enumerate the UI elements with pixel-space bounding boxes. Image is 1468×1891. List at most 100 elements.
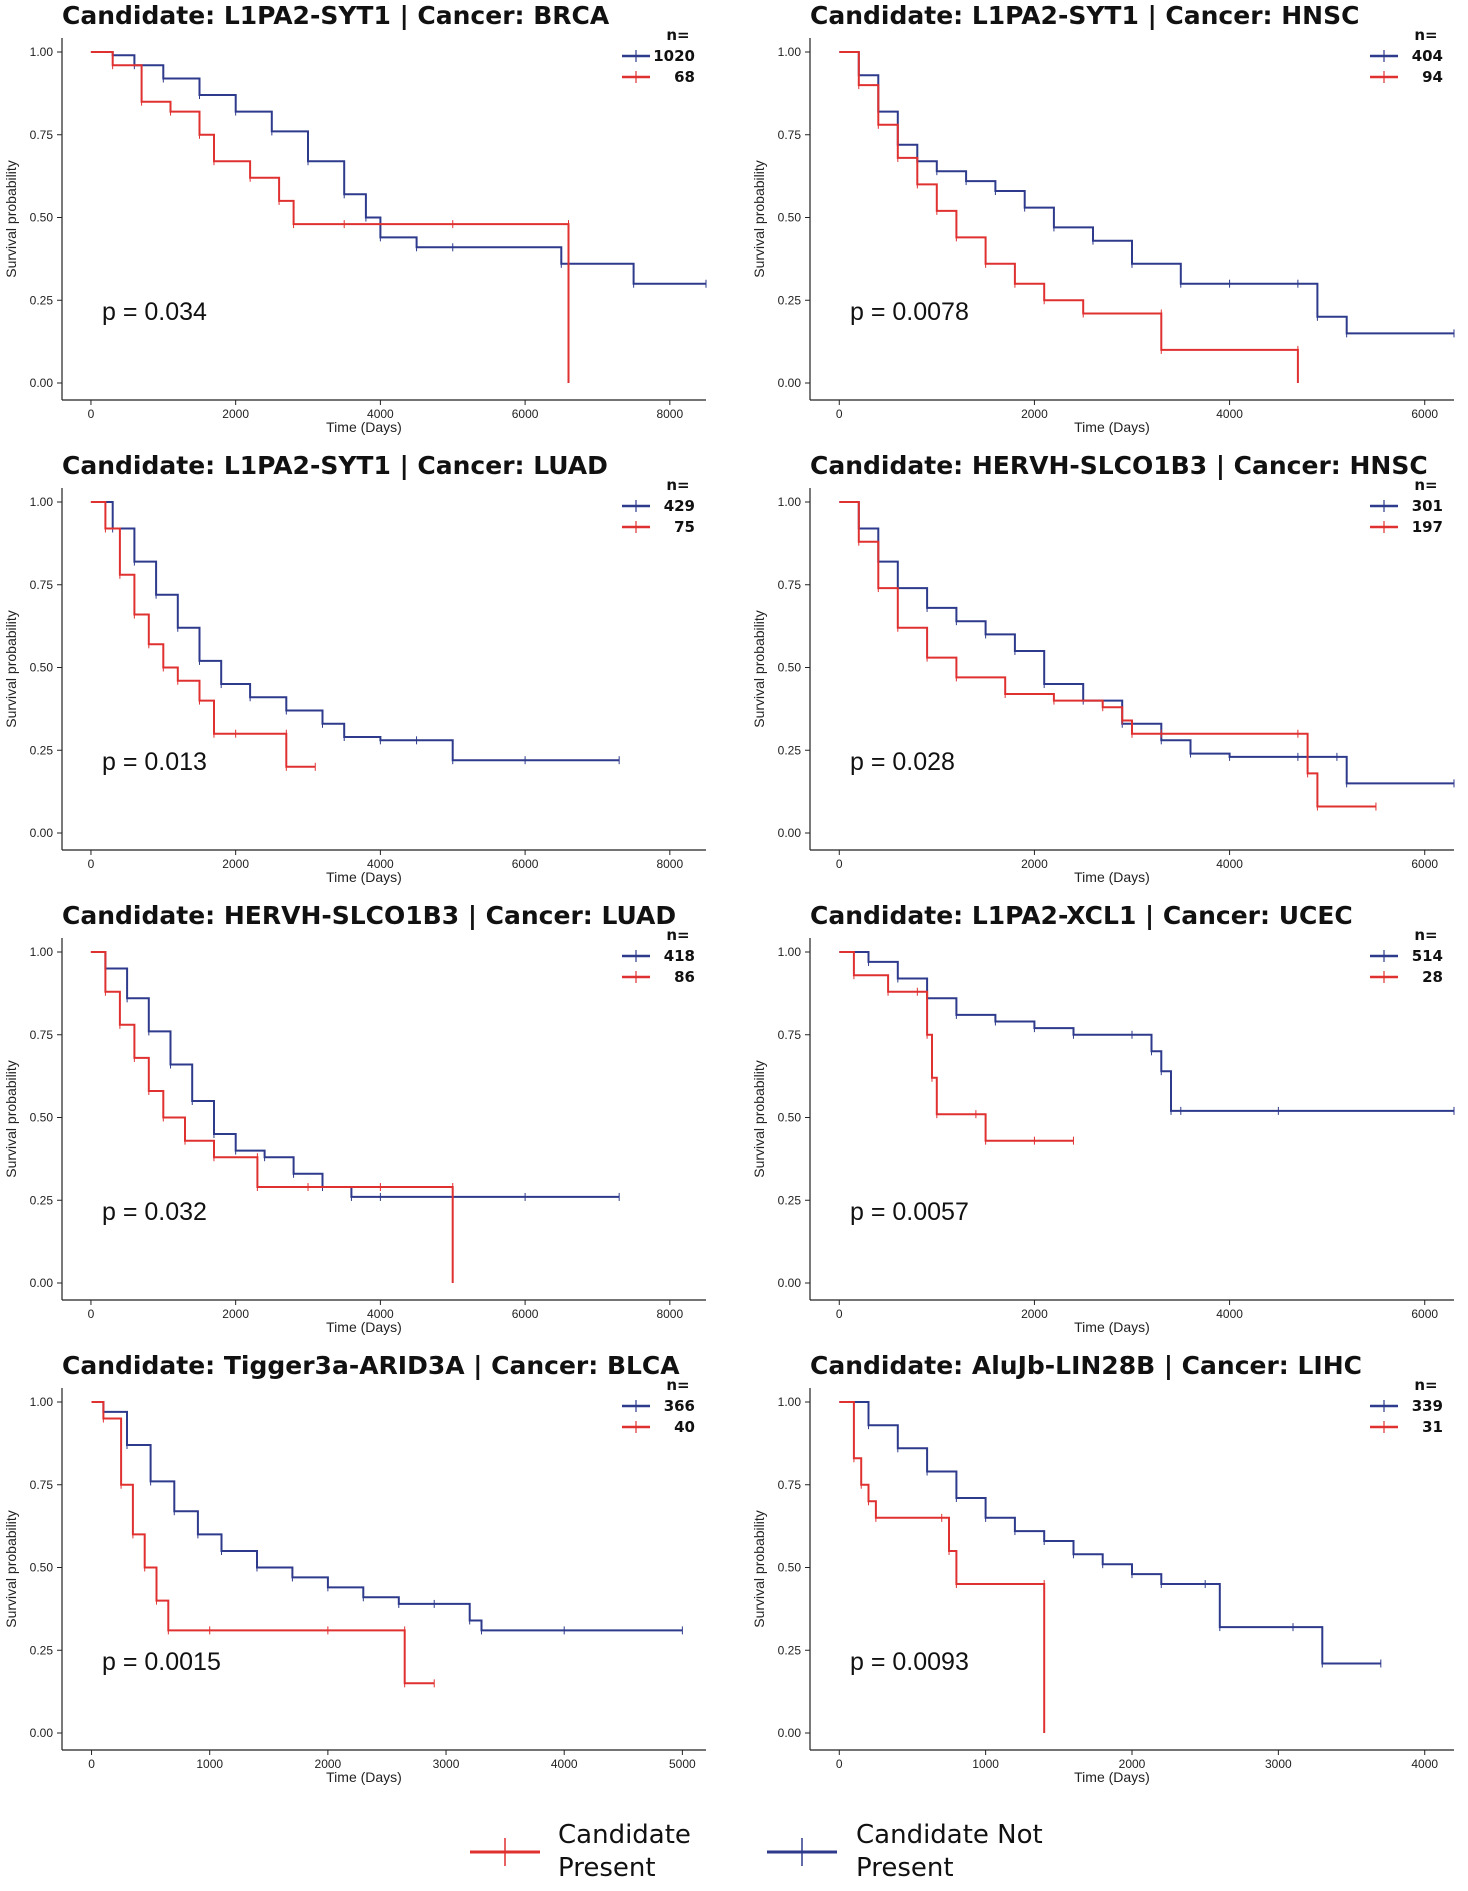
y-tick-label: 0.75 — [778, 1028, 802, 1042]
x-tick-label: 0 — [88, 407, 95, 421]
x-tick-label: 2000 — [222, 1307, 249, 1321]
y-tick-label: 0.50 — [778, 1561, 802, 1575]
y-tick-label: 0.25 — [778, 743, 802, 757]
km-curve-candidate-present — [90, 951, 454, 1283]
y-tick-label: 0.50 — [30, 211, 54, 225]
p-value: p = 0.0093 — [850, 1648, 969, 1676]
x-tick-label: 2000 — [1021, 857, 1048, 871]
y-tick-label: 0.50 — [30, 1111, 54, 1125]
y-tick-label: 0.50 — [30, 1561, 54, 1575]
x-axis-label: Time (Days) — [1074, 1769, 1150, 1785]
km-curve-candidate-present — [91, 1401, 435, 1685]
x-tick-label: 0 — [836, 1307, 843, 1321]
legend-n-header: n= — [666, 926, 689, 944]
legend-n-value: 429 — [664, 497, 695, 515]
legend-not-present-label-2: Present — [856, 1853, 954, 1883]
legend-n-value: 68 — [674, 68, 695, 86]
km-panel-4: Candidate: HERVH-SLCO1B3 | Cancer: HNSC 0… — [751, 451, 1455, 885]
x-axis-label: Time (Days) — [1074, 419, 1150, 435]
y-tick-label: 0.50 — [30, 661, 54, 675]
x-tick-label: 4000 — [367, 407, 394, 421]
legend-n-value: 28 — [1422, 968, 1443, 986]
y-tick-label: 0.25 — [778, 1193, 802, 1207]
x-axis-label: Time (Days) — [326, 419, 402, 435]
y-tick-label: 0.75 — [778, 128, 802, 142]
y-tick-label: 1.00 — [778, 495, 802, 509]
y-axis-label: Survival probability — [3, 610, 19, 728]
p-value: p = 0.0015 — [102, 1648, 221, 1676]
legend-n-value: 86 — [674, 968, 695, 986]
legend-n-header: n= — [1414, 926, 1437, 944]
x-tick-label: 0 — [88, 1307, 95, 1321]
p-value: p = 0.028 — [850, 748, 955, 776]
y-tick-label: 1.00 — [778, 945, 802, 959]
legend-n-value: 404 — [1412, 47, 1443, 65]
km-curve-candidate-not-present — [839, 51, 1454, 335]
x-tick-label: 6000 — [1411, 857, 1438, 871]
x-tick-label: 6000 — [512, 1307, 539, 1321]
y-tick-label: 1.00 — [30, 495, 54, 509]
y-tick-label: 0.25 — [30, 743, 54, 757]
km-panel-6: Candidate: L1PA2-XCL1 | Cancer: UCEC 0.00… — [751, 901, 1455, 1335]
y-tick-label: 0.75 — [778, 578, 802, 592]
x-tick-label: 6000 — [1411, 407, 1438, 421]
p-value: p = 0.034 — [102, 298, 207, 326]
p-value: p = 0.013 — [102, 748, 207, 776]
panel-title: Candidate: Tigger3a-ARID3A | Cancer: BLC… — [62, 1351, 680, 1380]
y-tick-label: 0.50 — [778, 1111, 802, 1125]
x-tick-label: 4000 — [1216, 1307, 1243, 1321]
legend-n-value: 197 — [1412, 518, 1443, 536]
x-axis-label: Time (Days) — [326, 869, 402, 885]
x-tick-label: 2000 — [1021, 1307, 1048, 1321]
x-tick-label: 4000 — [1411, 1757, 1438, 1771]
panel-title: Candidate: L1PA2-SYT1 | Cancer: BRCA — [62, 1, 610, 30]
x-tick-label: 0 — [88, 857, 95, 871]
x-tick-label: 2000 — [222, 407, 249, 421]
legend-n-header: n= — [1414, 1376, 1437, 1394]
figure-legend: Candidate Present Candidate Not Present — [470, 1820, 1043, 1883]
x-tick-label: 0 — [88, 1757, 95, 1771]
y-tick-label: 0.75 — [30, 578, 54, 592]
p-value: p = 0.0057 — [850, 1198, 969, 1226]
panel-title: Candidate: HERVH-SLCO1B3 | Cancer: HNSC — [810, 451, 1428, 480]
km-panel-2: Candidate: L1PA2-SYT1 | Cancer: HNSC 0.00… — [751, 1, 1455, 435]
legend-present-label-2: Present — [558, 1853, 656, 1883]
legend-n-value: 418 — [664, 947, 695, 965]
panel-title: Candidate: L1PA2-SYT1 | Cancer: HNSC — [810, 1, 1359, 30]
km-curve-candidate-not-present — [839, 501, 1454, 785]
legend-n-value: 75 — [674, 518, 695, 536]
y-axis-label: Survival probability — [751, 610, 767, 728]
x-axis-label: Time (Days) — [1074, 1319, 1150, 1335]
y-tick-label: 0.25 — [30, 1643, 54, 1657]
y-tick-label: 0.00 — [778, 1276, 802, 1290]
x-tick-label: 2000 — [222, 857, 249, 871]
km-curve-candidate-not-present — [90, 501, 620, 762]
x-tick-label: 4000 — [367, 1307, 394, 1321]
x-tick-label: 4000 — [1216, 857, 1243, 871]
y-tick-label: 0.75 — [30, 1028, 54, 1042]
legend-n-value: 1020 — [653, 47, 695, 65]
legend-n-value: 31 — [1422, 1418, 1443, 1436]
km-panel-7: Candidate: Tigger3a-ARID3A | Cancer: BLC… — [3, 1351, 706, 1785]
y-tick-label: 1.00 — [778, 1395, 802, 1409]
x-tick-label: 1000 — [196, 1757, 223, 1771]
y-axis-label: Survival probability — [3, 1060, 19, 1178]
legend-n-header: n= — [1414, 476, 1437, 494]
y-tick-label: 0.75 — [778, 1478, 802, 1492]
x-tick-label: 0 — [836, 1757, 843, 1771]
x-tick-label: 2000 — [1119, 1757, 1146, 1771]
y-tick-label: 0.25 — [778, 1643, 802, 1657]
y-tick-label: 0.00 — [778, 826, 802, 840]
p-value: p = 0.032 — [102, 1198, 207, 1226]
legend-n-value: 40 — [674, 1418, 695, 1436]
legend-present-label-1: Candidate — [558, 1820, 691, 1850]
km-curve-candidate-not-present — [839, 1401, 1381, 1665]
y-tick-label: 0.00 — [30, 826, 54, 840]
x-tick-label: 2000 — [1021, 407, 1048, 421]
y-axis-label: Survival probability — [3, 160, 19, 278]
x-tick-label: 4000 — [551, 1757, 578, 1771]
km-curve-candidate-present — [90, 51, 570, 383]
x-axis-label: Time (Days) — [1074, 869, 1150, 885]
